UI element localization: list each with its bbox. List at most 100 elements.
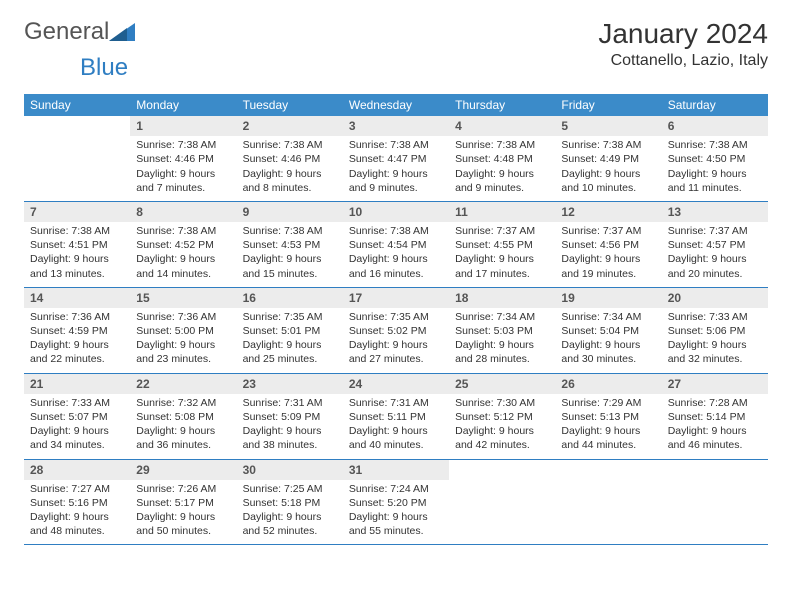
day-body: Sunrise: 7:38 AMSunset: 4:49 PMDaylight:…: [555, 136, 661, 201]
day-number: 8: [130, 202, 236, 222]
calendar-week-row: 7Sunrise: 7:38 AMSunset: 4:51 PMDaylight…: [24, 201, 768, 287]
day-number: 30: [237, 460, 343, 480]
day-body: Sunrise: 7:34 AMSunset: 5:04 PMDaylight:…: [555, 308, 661, 373]
day-number: 11: [449, 202, 555, 222]
calendar-week-row: 28Sunrise: 7:27 AMSunset: 5:16 PMDayligh…: [24, 459, 768, 545]
day-number: 14: [24, 288, 130, 308]
calendar-cell: 7Sunrise: 7:38 AMSunset: 4:51 PMDaylight…: [24, 201, 130, 287]
day-body: Sunrise: 7:33 AMSunset: 5:07 PMDaylight:…: [24, 394, 130, 459]
calendar-cell: 9Sunrise: 7:38 AMSunset: 4:53 PMDaylight…: [237, 201, 343, 287]
sunrise-text: Sunrise: 7:38 AM: [243, 138, 337, 152]
day-body-empty: [449, 480, 555, 502]
weekday-header: Saturday: [662, 94, 768, 116]
day-body-empty: [24, 136, 130, 158]
calendar-cell: 18Sunrise: 7:34 AMSunset: 5:03 PMDayligh…: [449, 287, 555, 373]
day-body: Sunrise: 7:30 AMSunset: 5:12 PMDaylight:…: [449, 394, 555, 459]
sunset-text: Sunset: 4:46 PM: [136, 152, 230, 166]
day-number: 19: [555, 288, 661, 308]
calendar-cell: 24Sunrise: 7:31 AMSunset: 5:11 PMDayligh…: [343, 373, 449, 459]
daylight-text: Daylight: 9 hours and 10 minutes.: [561, 167, 655, 195]
sunset-text: Sunset: 5:11 PM: [349, 410, 443, 424]
calendar-cell: 30Sunrise: 7:25 AMSunset: 5:18 PMDayligh…: [237, 459, 343, 545]
calendar-cell: 6Sunrise: 7:38 AMSunset: 4:50 PMDaylight…: [662, 116, 768, 201]
daylight-text: Daylight: 9 hours and 25 minutes.: [243, 338, 337, 366]
day-body: Sunrise: 7:38 AMSunset: 4:51 PMDaylight:…: [24, 222, 130, 287]
daylight-text: Daylight: 9 hours and 34 minutes.: [30, 424, 124, 452]
day-number: 1: [130, 116, 236, 136]
calendar-cell: 25Sunrise: 7:30 AMSunset: 5:12 PMDayligh…: [449, 373, 555, 459]
day-number: 17: [343, 288, 449, 308]
calendar-week-row: 21Sunrise: 7:33 AMSunset: 5:07 PMDayligh…: [24, 373, 768, 459]
day-body: Sunrise: 7:29 AMSunset: 5:13 PMDaylight:…: [555, 394, 661, 459]
sunrise-text: Sunrise: 7:38 AM: [349, 138, 443, 152]
sunrise-text: Sunrise: 7:37 AM: [455, 224, 549, 238]
daylight-text: Daylight: 9 hours and 19 minutes.: [561, 252, 655, 280]
calendar-cell: 26Sunrise: 7:29 AMSunset: 5:13 PMDayligh…: [555, 373, 661, 459]
calendar-table: SundayMondayTuesdayWednesdayThursdayFrid…: [24, 94, 768, 545]
day-number: 28: [24, 460, 130, 480]
sunset-text: Sunset: 4:51 PM: [30, 238, 124, 252]
sunrise-text: Sunrise: 7:29 AM: [561, 396, 655, 410]
sunrise-text: Sunrise: 7:33 AM: [668, 310, 762, 324]
daylight-text: Daylight: 9 hours and 16 minutes.: [349, 252, 443, 280]
day-body: Sunrise: 7:25 AMSunset: 5:18 PMDaylight:…: [237, 480, 343, 545]
calendar-cell: 29Sunrise: 7:26 AMSunset: 5:17 PMDayligh…: [130, 459, 236, 545]
sunset-text: Sunset: 5:20 PM: [349, 496, 443, 510]
daylight-text: Daylight: 9 hours and 50 minutes.: [136, 510, 230, 538]
weekday-header: Tuesday: [237, 94, 343, 116]
day-number-empty: [449, 460, 555, 480]
sunrise-text: Sunrise: 7:38 AM: [561, 138, 655, 152]
sunrise-text: Sunrise: 7:38 AM: [30, 224, 124, 238]
sunrise-text: Sunrise: 7:27 AM: [30, 482, 124, 496]
page-header: General January 2024 Cottanello, Lazio, …: [24, 18, 768, 70]
day-number: 21: [24, 374, 130, 394]
daylight-text: Daylight: 9 hours and 55 minutes.: [349, 510, 443, 538]
calendar-cell: 11Sunrise: 7:37 AMSunset: 4:55 PMDayligh…: [449, 201, 555, 287]
day-body: Sunrise: 7:33 AMSunset: 5:06 PMDaylight:…: [662, 308, 768, 373]
daylight-text: Daylight: 9 hours and 32 minutes.: [668, 338, 762, 366]
sunrise-text: Sunrise: 7:38 AM: [455, 138, 549, 152]
sunset-text: Sunset: 4:54 PM: [349, 238, 443, 252]
day-body: Sunrise: 7:38 AMSunset: 4:54 PMDaylight:…: [343, 222, 449, 287]
day-number-empty: [662, 460, 768, 480]
sunset-text: Sunset: 5:02 PM: [349, 324, 443, 338]
sunrise-text: Sunrise: 7:31 AM: [243, 396, 337, 410]
sunrise-text: Sunrise: 7:38 AM: [136, 224, 230, 238]
day-body: Sunrise: 7:34 AMSunset: 5:03 PMDaylight:…: [449, 308, 555, 373]
sunrise-text: Sunrise: 7:38 AM: [349, 224, 443, 238]
sunset-text: Sunset: 5:17 PM: [136, 496, 230, 510]
day-body: Sunrise: 7:36 AMSunset: 5:00 PMDaylight:…: [130, 308, 236, 373]
calendar-week-row: 14Sunrise: 7:36 AMSunset: 4:59 PMDayligh…: [24, 287, 768, 373]
day-number: 15: [130, 288, 236, 308]
sunset-text: Sunset: 4:47 PM: [349, 152, 443, 166]
sunrise-text: Sunrise: 7:32 AM: [136, 396, 230, 410]
daylight-text: Daylight: 9 hours and 27 minutes.: [349, 338, 443, 366]
sunset-text: Sunset: 5:06 PM: [668, 324, 762, 338]
daylight-text: Daylight: 9 hours and 13 minutes.: [30, 252, 124, 280]
calendar-cell: 16Sunrise: 7:35 AMSunset: 5:01 PMDayligh…: [237, 287, 343, 373]
day-number: 20: [662, 288, 768, 308]
day-number: 31: [343, 460, 449, 480]
calendar-header-row: SundayMondayTuesdayWednesdayThursdayFrid…: [24, 94, 768, 116]
sunrise-text: Sunrise: 7:25 AM: [243, 482, 337, 496]
sunset-text: Sunset: 5:03 PM: [455, 324, 549, 338]
sunrise-text: Sunrise: 7:28 AM: [668, 396, 762, 410]
daylight-text: Daylight: 9 hours and 20 minutes.: [668, 252, 762, 280]
day-number: 4: [449, 116, 555, 136]
daylight-text: Daylight: 9 hours and 28 minutes.: [455, 338, 549, 366]
calendar-cell: [555, 459, 661, 545]
day-number-empty: [555, 460, 661, 480]
day-body: Sunrise: 7:38 AMSunset: 4:46 PMDaylight:…: [130, 136, 236, 201]
calendar-cell: 1Sunrise: 7:38 AMSunset: 4:46 PMDaylight…: [130, 116, 236, 201]
day-number: 10: [343, 202, 449, 222]
day-number: 29: [130, 460, 236, 480]
weekday-header: Friday: [555, 94, 661, 116]
brand-triangle-icon: [109, 19, 135, 46]
calendar-cell: 23Sunrise: 7:31 AMSunset: 5:09 PMDayligh…: [237, 373, 343, 459]
sunrise-text: Sunrise: 7:26 AM: [136, 482, 230, 496]
day-body: Sunrise: 7:26 AMSunset: 5:17 PMDaylight:…: [130, 480, 236, 545]
sunrise-text: Sunrise: 7:24 AM: [349, 482, 443, 496]
sunset-text: Sunset: 5:12 PM: [455, 410, 549, 424]
day-body: Sunrise: 7:38 AMSunset: 4:46 PMDaylight:…: [237, 136, 343, 201]
sunset-text: Sunset: 5:00 PM: [136, 324, 230, 338]
